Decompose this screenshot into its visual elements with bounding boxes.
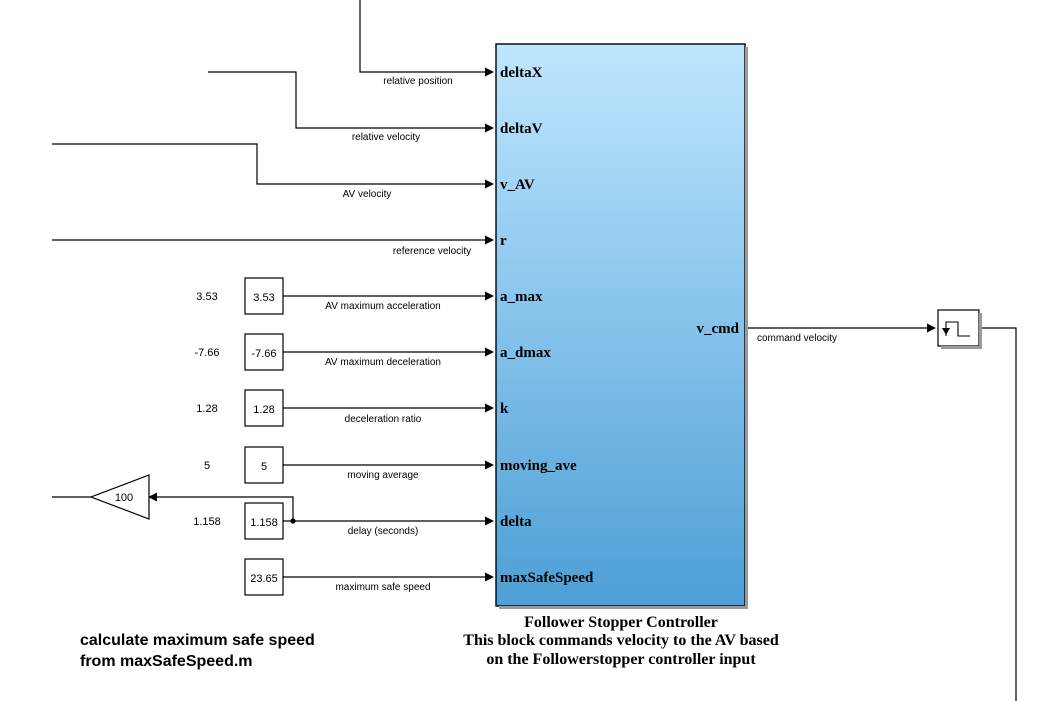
- signal-label: AV maximum deceleration: [325, 357, 441, 368]
- constant-block[interactable]: 1.158: [244, 502, 284, 540]
- block-shadow-right: [745, 47, 748, 609]
- signal-label: reference velocity: [393, 246, 471, 257]
- constant-value: 3.53: [253, 292, 274, 304]
- signal-label: AV velocity: [343, 189, 392, 200]
- constant-value: 1.28: [253, 404, 274, 416]
- signal-label: deceleration ratio: [345, 414, 422, 425]
- follower-stopper-block[interactable]: [495, 43, 746, 607]
- port-label: moving_ave: [500, 458, 577, 474]
- port-label: deltaX: [500, 65, 543, 81]
- annotation-line2: from maxSafeSpeed.m: [80, 653, 253, 670]
- signal-label: delay (seconds): [348, 526, 419, 537]
- constant-block[interactable]: -7.66: [244, 333, 284, 371]
- port-label: a_dmax: [500, 345, 551, 361]
- block-title: Follower Stopper Controller: [524, 614, 718, 631]
- port-label: a_max: [500, 289, 543, 305]
- display-value: 3.53: [196, 291, 217, 303]
- port-label: deltaV: [500, 121, 543, 137]
- signal-label: moving average: [347, 470, 419, 481]
- display-value: 5: [204, 460, 210, 472]
- constant-value: -7.66: [251, 348, 276, 360]
- constant-value: 5: [261, 461, 267, 473]
- constant-block[interactable]: 5: [244, 446, 284, 484]
- port-label: k: [500, 401, 509, 417]
- wire-zoh-out[interactable]: [979, 327, 1017, 701]
- branch-point: [290, 518, 296, 524]
- zero-order-hold-icon: [942, 321, 970, 337]
- gain-value: 100: [115, 492, 133, 504]
- port-label: v_AV: [500, 177, 535, 193]
- zero-order-hold-block[interactable]: [937, 309, 982, 349]
- display-value: 1.28: [196, 403, 217, 415]
- wire-v-av[interactable]: [52, 143, 494, 189]
- constant-block[interactable]: 23.65: [244, 558, 284, 596]
- port-label: r: [500, 233, 507, 249]
- constant-block[interactable]: 3.53: [244, 277, 284, 315]
- gain-block[interactable]: 100: [89, 474, 150, 520]
- signal-label: relative position: [383, 76, 452, 87]
- signal-label: relative velocity: [352, 132, 420, 143]
- block-description-line1: This block commands velocity to the AV b…: [463, 632, 779, 649]
- port-label-output: v_cmd: [697, 321, 740, 337]
- wire-delta-branch[interactable]: [148, 492, 294, 521]
- signal-label: AV maximum acceleration: [325, 301, 440, 312]
- wire-deltaV[interactable]: [208, 71, 494, 133]
- annotation-line1: calculate maximum safe speed: [80, 632, 315, 649]
- signal-label: command velocity: [757, 333, 837, 344]
- port-label: maxSafeSpeed: [500, 570, 594, 586]
- constant-block[interactable]: 1.28: [244, 389, 284, 427]
- block-description-line2: on the Followerstopper controller input: [486, 651, 756, 668]
- constant-value: 1.158: [250, 517, 278, 529]
- constant-value: 23.65: [250, 573, 278, 585]
- block-shadow: [499, 606, 748, 609]
- wire-deltaX[interactable]: [359, 0, 494, 77]
- display-value: -7.66: [194, 347, 219, 359]
- display-value: 1.158: [193, 516, 221, 528]
- port-label: delta: [500, 514, 532, 530]
- signal-label: maximum safe speed: [335, 582, 430, 593]
